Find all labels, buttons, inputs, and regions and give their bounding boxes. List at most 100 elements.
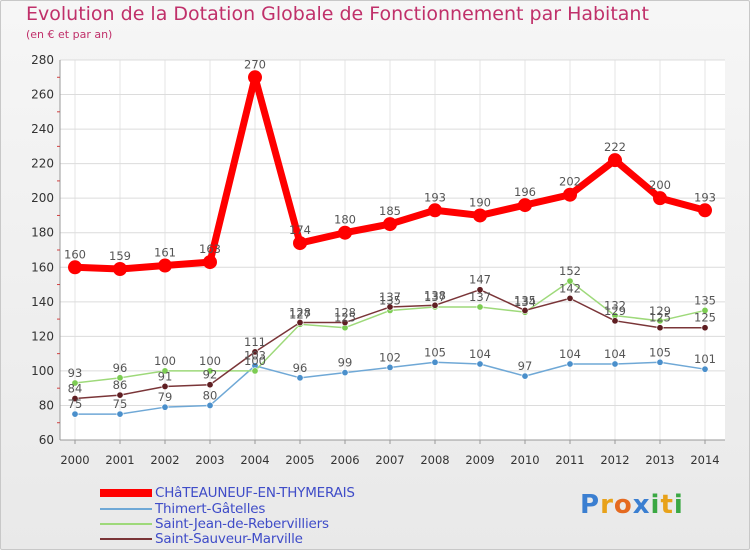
data-label: 161 — [154, 246, 176, 260]
data-label: 84 — [68, 382, 83, 396]
data-point — [338, 225, 352, 240]
logo-letter: i — [673, 490, 684, 520]
data-point — [293, 236, 307, 251]
data-point — [653, 191, 667, 206]
data-label: 79 — [158, 390, 173, 404]
data-label: 142 — [559, 281, 581, 295]
x-tick-label: 2013 — [645, 453, 674, 467]
data-point — [158, 258, 172, 273]
legend-label: Saint-Sauveur-Marville — [155, 530, 303, 547]
data-point — [113, 262, 127, 276]
data-label: 125 — [649, 311, 671, 325]
data-label: 75 — [68, 397, 83, 411]
data-point — [251, 367, 259, 375]
data-point — [206, 401, 214, 409]
data-label: 75 — [113, 397, 128, 411]
data-label: 125 — [334, 311, 356, 325]
logo-letter: P — [580, 490, 601, 520]
data-point — [656, 324, 664, 332]
logo-letter: i — [650, 490, 661, 520]
data-label: 196 — [514, 185, 536, 199]
data-label: 91 — [158, 369, 173, 383]
data-label: 163 — [199, 242, 221, 256]
data-point — [566, 294, 574, 302]
data-label: 101 — [694, 352, 716, 366]
data-label: 222 — [604, 140, 626, 154]
data-label: 147 — [469, 273, 491, 287]
data-label: 103 — [244, 349, 266, 363]
data-label: 137 — [469, 290, 491, 304]
x-tick-label: 2009 — [465, 453, 494, 467]
data-label: 152 — [559, 264, 581, 278]
data-label: 125 — [694, 311, 716, 325]
data-point — [566, 277, 574, 285]
legend-swatch — [100, 522, 152, 525]
data-point — [473, 208, 487, 223]
data-point — [521, 306, 529, 314]
y-tick-label: 60 — [39, 433, 54, 447]
data-point — [161, 382, 169, 390]
data-label: 96 — [113, 361, 128, 375]
y-tick-label: 100 — [31, 364, 54, 378]
data-point — [251, 348, 259, 356]
data-point — [71, 410, 79, 418]
data-point — [518, 198, 532, 213]
x-tick-label: 2014 — [690, 453, 719, 467]
y-tick-label: 280 — [31, 53, 54, 67]
data-label: 104 — [559, 347, 581, 361]
x-tick-label: 2011 — [555, 453, 584, 467]
legend-item: Saint-Jean-de-Rebervilliers — [100, 516, 329, 532]
x-tick-label: 2005 — [285, 453, 314, 467]
legend-swatch — [100, 507, 152, 510]
y-tick-label: 200 — [31, 191, 54, 205]
data-label: 100 — [199, 354, 221, 368]
data-label: 127 — [289, 307, 311, 321]
legend-label: CHâTEAUNEUF-EN-THYMERAIS — [155, 484, 355, 501]
data-label: 99 — [338, 356, 353, 370]
data-label: 202 — [559, 175, 581, 189]
data-label: 137 — [424, 290, 446, 304]
data-point — [206, 367, 214, 375]
data-label: 93 — [68, 366, 83, 380]
data-label: 174 — [289, 223, 311, 237]
data-point — [203, 255, 217, 270]
data-point — [701, 324, 709, 332]
data-label: 132 — [604, 299, 626, 313]
data-point — [476, 360, 484, 368]
data-point — [386, 303, 394, 311]
proxiti-logo: Proxiti — [580, 490, 684, 520]
data-label: 135 — [514, 293, 536, 307]
y-tick-label: 260 — [31, 88, 54, 102]
data-point — [68, 260, 82, 275]
data-label: 80 — [203, 388, 218, 402]
data-point — [116, 391, 124, 399]
x-tick-label: 2002 — [150, 453, 179, 467]
data-point — [476, 303, 484, 311]
data-point — [431, 301, 439, 309]
y-tick-label: 160 — [31, 260, 54, 274]
data-point — [341, 369, 349, 377]
legend-item: Saint-Sauveur-Marville — [100, 530, 303, 547]
data-label: 104 — [604, 347, 626, 361]
chart-title: Evolution de la Dotation Globale de Fonc… — [26, 3, 649, 25]
legend-item: Thimert-Gâtelles — [100, 501, 265, 517]
x-tick-label: 2007 — [375, 453, 404, 467]
data-label: 135 — [379, 293, 401, 307]
data-point — [698, 203, 712, 218]
data-point — [656, 358, 664, 366]
data-label: 193 — [424, 190, 446, 204]
data-label: 270 — [244, 57, 266, 71]
data-label: 100 — [154, 354, 176, 368]
data-point — [476, 286, 484, 294]
data-label: 138 — [424, 288, 446, 302]
logo-letter: x — [632, 490, 651, 520]
chart-subtitle: (en € et par an) — [26, 28, 113, 41]
logo-letter: t — [660, 490, 674, 520]
data-point — [608, 153, 622, 168]
data-point — [383, 217, 397, 232]
data-point — [296, 374, 304, 382]
x-tick-label: 2008 — [420, 453, 449, 467]
data-point — [296, 319, 304, 327]
x-tick-label: 2006 — [330, 453, 359, 467]
